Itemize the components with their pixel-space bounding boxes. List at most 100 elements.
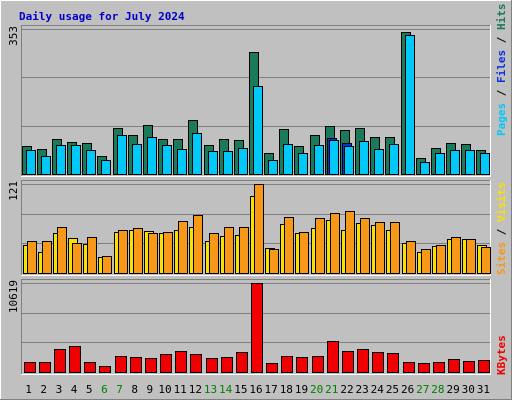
- legend-entry: /: [495, 30, 508, 50]
- y-max-label: 121: [7, 181, 20, 201]
- bar-kbytes: [54, 349, 66, 373]
- legend-entry: Hits: [495, 4, 508, 31]
- bar-kbytes: [327, 341, 339, 373]
- x-tick-label: 31: [477, 383, 490, 396]
- bar-sites: [72, 243, 82, 274]
- x-tick-label: 3: [56, 383, 63, 396]
- bar-pages: [132, 144, 142, 175]
- bar-sites: [466, 239, 476, 274]
- chart-panels: 353 121 10619: [7, 25, 491, 375]
- y-max-label: 353: [7, 26, 20, 46]
- x-tick-label: 2: [40, 383, 47, 396]
- bar-pages: [465, 150, 475, 175]
- bar-sites: [133, 228, 143, 274]
- bar-kbytes: [418, 363, 430, 373]
- bar-kbytes: [478, 360, 490, 373]
- x-tick-label: 1: [25, 383, 32, 396]
- bar-kbytes: [448, 359, 460, 373]
- bar-sites: [299, 232, 309, 274]
- bar-pages: [374, 149, 384, 175]
- x-tick-label: 16: [249, 383, 262, 396]
- y-max-label: 10619: [7, 280, 20, 313]
- legend-entry: Visits: [495, 182, 508, 222]
- bar-sites: [178, 221, 188, 274]
- bar-sites: [87, 237, 97, 274]
- bar-sites: [360, 218, 370, 274]
- bar-kbytes: [266, 363, 278, 373]
- bar-pages: [283, 144, 293, 175]
- bar-kbytes: [115, 356, 127, 373]
- bar-kbytes: [24, 362, 36, 373]
- bar-kbytes: [130, 357, 142, 373]
- bar-sites: [284, 217, 294, 274]
- x-tick-label: 6: [101, 383, 108, 396]
- x-tick-label: 22: [340, 383, 353, 396]
- bar-pages: [192, 133, 202, 175]
- legend-entry: /: [495, 83, 508, 103]
- bar-sites: [27, 241, 37, 274]
- legend-entry: Files: [495, 50, 508, 83]
- bar-sites: [193, 215, 203, 274]
- bar-pages: [223, 151, 233, 175]
- x-tick-label: 24: [371, 383, 385, 396]
- bar-pages: [480, 153, 490, 175]
- bar-kbytes: [281, 356, 293, 373]
- x-tick-label: 29: [446, 383, 459, 396]
- x-tick-label: 27: [416, 383, 429, 396]
- bar-pages: [450, 150, 460, 175]
- bar-pages: [268, 160, 278, 175]
- bar-pages: [298, 153, 308, 175]
- bar-pages: [71, 145, 81, 175]
- legend-entry: Pages: [495, 103, 508, 136]
- bar-kbytes: [296, 357, 308, 373]
- x-tick-label: 9: [147, 383, 154, 396]
- bar-sites: [42, 241, 52, 274]
- bar-kbytes: [145, 358, 157, 373]
- bar-kbytes: [387, 353, 399, 373]
- bar-sites: [315, 218, 325, 274]
- x-tick-label: 11: [174, 383, 187, 396]
- bar-pages: [101, 160, 111, 175]
- bar-sites: [436, 245, 446, 274]
- bar-sites: [421, 249, 431, 274]
- x-axis-labels: 1 2 3 4 5 6 7 8 9 10 11 12 13 14 15 16 17 18 19 20 21 22 23 24 2…: [25, 383, 490, 396]
- chart-title: Daily usage for July 2024: [19, 10, 185, 23]
- legend-entry: Sites: [495, 242, 508, 275]
- x-tick-label: 7: [116, 383, 123, 396]
- bar-sites: [375, 222, 385, 274]
- x-tick-label: 13: [204, 383, 217, 396]
- bar-kbytes: [69, 346, 81, 373]
- bar-pages: [389, 144, 399, 175]
- bar-sites: [209, 233, 219, 274]
- bar-sites: [163, 232, 173, 274]
- bar-sites: [345, 211, 355, 274]
- x-tick-label: 12: [189, 383, 202, 396]
- bar-pages: [208, 151, 218, 175]
- legend-hits-files-pages: Pages / Files / Hits: [495, 4, 508, 137]
- bar-kbytes: [251, 283, 263, 373]
- bar-pages: [344, 146, 354, 175]
- bar-pages: [314, 145, 324, 175]
- x-tick-label: 15: [234, 383, 247, 396]
- x-tick-label: 28: [431, 383, 444, 396]
- x-tick-label: 30: [462, 383, 475, 396]
- bar-kbytes: [342, 351, 354, 373]
- bar-sites: [451, 237, 461, 274]
- bar-pages: [41, 156, 51, 175]
- x-tick-label: 14: [219, 383, 233, 396]
- bar-sites: [269, 249, 279, 274]
- bar-sites: [148, 233, 158, 274]
- bar-pages: [26, 150, 36, 175]
- legend-entry: KBytes: [495, 335, 508, 375]
- chart-legends: Pages / Files / Hits Sites / Visits KBytes: [495, 4, 508, 376]
- bar-kbytes: [206, 358, 218, 373]
- bar-kbytes: [236, 352, 248, 373]
- bar-pages: [238, 148, 248, 175]
- panel-kbytes: 10619: [7, 279, 491, 375]
- x-tick-label: 18: [280, 383, 293, 396]
- bar-pages: [86, 150, 96, 175]
- bar-sites: [254, 184, 264, 274]
- x-tick-label: 8: [131, 383, 138, 396]
- bar-kbytes: [312, 356, 324, 373]
